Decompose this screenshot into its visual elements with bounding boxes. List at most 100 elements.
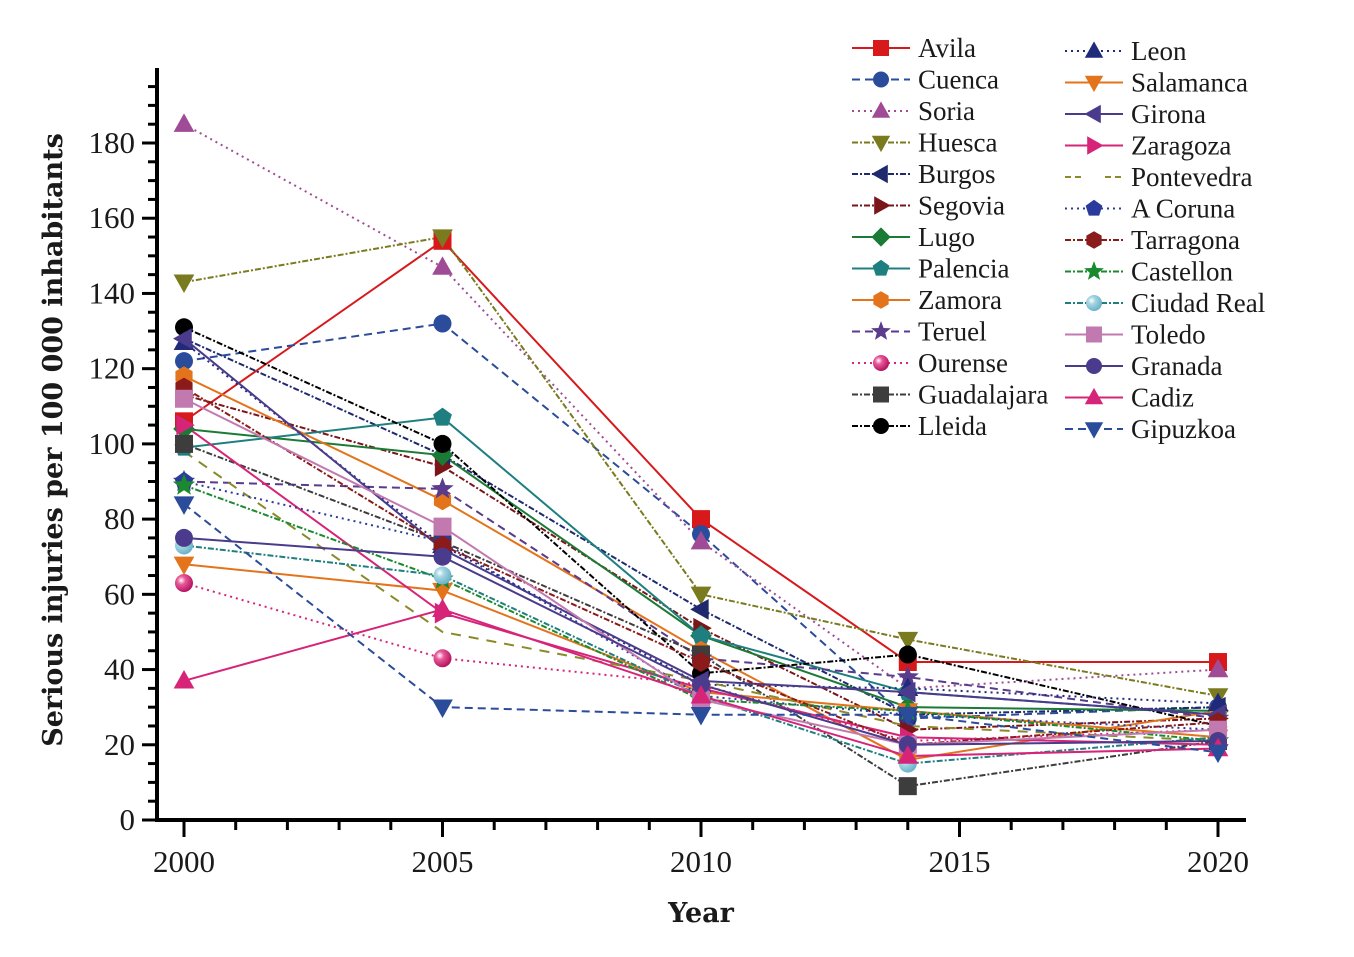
- legend-swatch-marker: [1084, 261, 1104, 280]
- data-point-tarragona: [692, 652, 710, 672]
- data-point-cadiz: [173, 670, 195, 689]
- legend-swatch-marker: [873, 355, 889, 371]
- data-point-cuenca: [175, 352, 193, 371]
- data-point-toledo: [433, 517, 452, 536]
- legend-swatch-marker: [1084, 75, 1104, 93]
- legend-swatch-marker: [1084, 41, 1104, 58]
- legend-swatch-marker: [873, 291, 889, 309]
- legend-item-leon: Leon: [1065, 36, 1187, 66]
- legend-item-huesca: Huesca: [852, 128, 997, 158]
- data-point-gipuzkoa: [173, 496, 195, 515]
- y-tick-label: 100: [89, 426, 136, 461]
- data-point-huesca: [897, 631, 919, 651]
- legend-label: Toledo: [1131, 320, 1206, 350]
- legend-swatch-marker: [1086, 358, 1102, 374]
- legend-swatch-marker: [1087, 136, 1104, 155]
- legend-label: Salamanca: [1131, 68, 1248, 98]
- x-tick-label: 2005: [412, 844, 474, 879]
- data-point-ourense: [433, 649, 452, 668]
- legend-item-tarragona: Tarragona: [1065, 225, 1240, 255]
- legend-swatch-marker: [1086, 231, 1102, 249]
- data-point-cadiz: [897, 745, 919, 764]
- data-point-burgos: [690, 599, 709, 620]
- legend-item-lugo: Lugo: [852, 222, 975, 252]
- y-tick-label: 160: [89, 200, 136, 235]
- legend-label: Palencia: [918, 254, 1009, 284]
- y-tick-label: 60: [104, 576, 135, 611]
- legend-swatch-marker: [1085, 199, 1103, 216]
- y-tick-label: 0: [120, 802, 136, 837]
- x-tick-label: 2000: [153, 844, 215, 879]
- legend-label: Pontevedra: [1131, 162, 1252, 192]
- data-point-huesca: [173, 274, 195, 293]
- data-point-teruel: [896, 665, 919, 687]
- legend-swatch-marker: [873, 386, 889, 403]
- plot-markers: [172, 113, 1230, 796]
- data-point-gipuzkoa: [897, 707, 919, 726]
- data-point-ourense: [175, 574, 193, 593]
- data-point-soria: [173, 113, 195, 132]
- legend-item-gipuzkoa: Gipuzkoa: [1065, 414, 1236, 444]
- legend-swatch-marker: [873, 40, 889, 56]
- legend-swatch-marker: [874, 196, 891, 215]
- data-point-palencia: [691, 625, 711, 644]
- legend-item-a-coruna: A Coruna: [1065, 194, 1235, 224]
- data-point-lleida: [898, 645, 917, 664]
- legend-label: Ciudad Real: [1131, 288, 1265, 318]
- legend-label: Avila: [918, 33, 976, 63]
- legend-label: Lleida: [918, 411, 987, 441]
- data-point-granada: [433, 547, 452, 566]
- legend-label: Cuenca: [918, 65, 999, 95]
- legend-swatch-marker: [1084, 104, 1101, 124]
- legend-item-girona: Girona: [1065, 99, 1206, 129]
- legend-label: Cadiz: [1131, 383, 1194, 413]
- data-point-salamanca: [173, 556, 195, 576]
- legend-label: A Coruna: [1131, 194, 1235, 224]
- legend-item-palencia: Palencia: [852, 254, 1009, 284]
- data-point-toledo: [175, 389, 193, 408]
- legend-item-pontevedra: Pontevedra: [1065, 162, 1252, 192]
- data-point-castellon: [172, 473, 196, 495]
- data-point-girona: [897, 681, 916, 703]
- legend-item-burgos: Burgos: [852, 159, 996, 189]
- legend-swatch-marker: [873, 71, 889, 88]
- legend-swatch-marker: [1084, 387, 1104, 405]
- data-point-zaragoza: [176, 414, 195, 436]
- legend-item-guadalajara: Guadalajara: [852, 380, 1048, 410]
- legend-label: Burgos: [918, 159, 996, 189]
- legend-label: Tarragona: [1131, 225, 1240, 255]
- legend-swatch-marker: [872, 259, 890, 276]
- legend-label: Lugo: [918, 222, 975, 252]
- series-line-a-coruna: [183, 480, 1219, 731]
- legend-item-toledo: Toledo: [1065, 320, 1206, 350]
- data-point-granada: [175, 528, 193, 547]
- legend-label: Soria: [918, 96, 975, 126]
- legend-item-ourense: Ourense: [852, 348, 1008, 378]
- x-axis-title: Year: [667, 898, 735, 929]
- data-point-palencia: [433, 407, 452, 426]
- legend-swatch-marker: [871, 101, 891, 118]
- legend-item-zamora: Zamora: [852, 285, 1002, 315]
- series-line-tarragona: [183, 386, 1219, 746]
- series-line-huesca: [183, 235, 1219, 697]
- legend-swatch-marker: [1086, 295, 1102, 311]
- y-tick-label: 140: [89, 275, 136, 310]
- legend-label: Guadalajara: [918, 380, 1048, 410]
- legend-label: Gipuzkoa: [1131, 414, 1236, 444]
- legend-label: Castellon: [1131, 257, 1233, 287]
- y-tick-label: 40: [104, 652, 135, 687]
- legend-item-segovia: Segovia: [852, 191, 1005, 221]
- series-line-teruel: [183, 480, 1219, 720]
- legend-swatch-marker: [1084, 422, 1104, 439]
- legend-label: Teruel: [918, 317, 987, 347]
- data-point-cuenca: [433, 314, 452, 333]
- legend-swatch-marker: [871, 164, 888, 184]
- data-point-girona: [173, 328, 192, 349]
- legend-item-castellon: Castellon: [1065, 257, 1233, 287]
- legend-label: Granada: [1131, 351, 1222, 381]
- legend-item-zaragoza: Zaragoza: [1065, 131, 1231, 161]
- x-tick-label: 2010: [670, 844, 732, 879]
- legend-item-cuenca: Cuenca: [852, 65, 999, 95]
- data-point-teruel: [431, 477, 454, 499]
